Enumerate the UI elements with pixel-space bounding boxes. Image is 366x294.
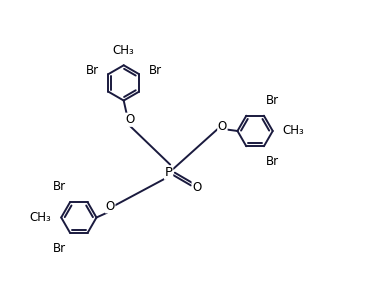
Text: CH₃: CH₃ [282,124,304,138]
Text: O: O [106,200,115,213]
Text: Br: Br [53,180,66,193]
Text: O: O [192,181,201,193]
Text: Br: Br [86,64,99,77]
Text: O: O [218,120,227,133]
Text: Br: Br [265,94,279,107]
Text: Br: Br [149,64,162,77]
Text: CH₃: CH₃ [113,44,135,57]
Text: O: O [126,113,135,126]
Text: Br: Br [53,242,66,255]
Text: Br: Br [265,155,279,168]
Text: P: P [165,166,173,179]
Text: CH₃: CH₃ [30,211,52,224]
